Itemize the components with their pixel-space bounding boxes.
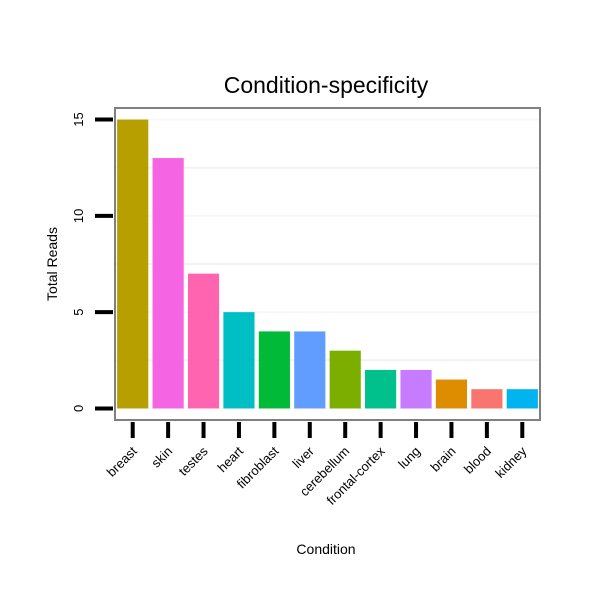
y-tick-label: 0 — [71, 405, 86, 412]
x-tick-label-skin: skin — [148, 444, 175, 471]
y-axis-title: Total Reads — [44, 227, 60, 301]
bar-blood — [471, 389, 503, 409]
x-tick-label-liver: liver — [289, 443, 317, 471]
x-axis-title: Condition — [296, 541, 355, 557]
x-tick-label-kidney: kidney — [492, 443, 530, 481]
bar-fibroblast — [258, 331, 290, 409]
chart-title: Condition-specificity — [224, 72, 429, 98]
y-tick-label: 15 — [71, 112, 86, 126]
plot-panel-border — [114, 107, 541, 421]
x-tick-label-heart: heart — [215, 443, 247, 475]
y-tick-label: 5 — [71, 309, 86, 316]
x-tick-label-lung: lung — [395, 444, 423, 472]
bar-heart — [223, 312, 255, 409]
gridlines — [115, 118, 540, 410]
bar-testes — [187, 273, 220, 409]
y-axis: 0 5 10 15 — [71, 112, 113, 412]
bar-liver — [294, 331, 326, 409]
bar-breast — [117, 119, 149, 409]
x-tick-label-blood: blood — [461, 444, 494, 477]
bar-frontal-cortex — [365, 369, 397, 409]
bar-brain — [435, 379, 468, 409]
bar-cerebellum — [329, 350, 361, 409]
x-tick-label-brain: brain — [428, 444, 459, 475]
x-tick-label-testes: testes — [176, 443, 211, 478]
bars — [117, 119, 538, 409]
bar-lung — [400, 369, 432, 409]
bar-skin — [152, 158, 184, 409]
y-tick-label: 10 — [71, 209, 86, 223]
x-tick-label-breast: breast — [104, 443, 140, 479]
bar-kidney — [506, 389, 538, 409]
